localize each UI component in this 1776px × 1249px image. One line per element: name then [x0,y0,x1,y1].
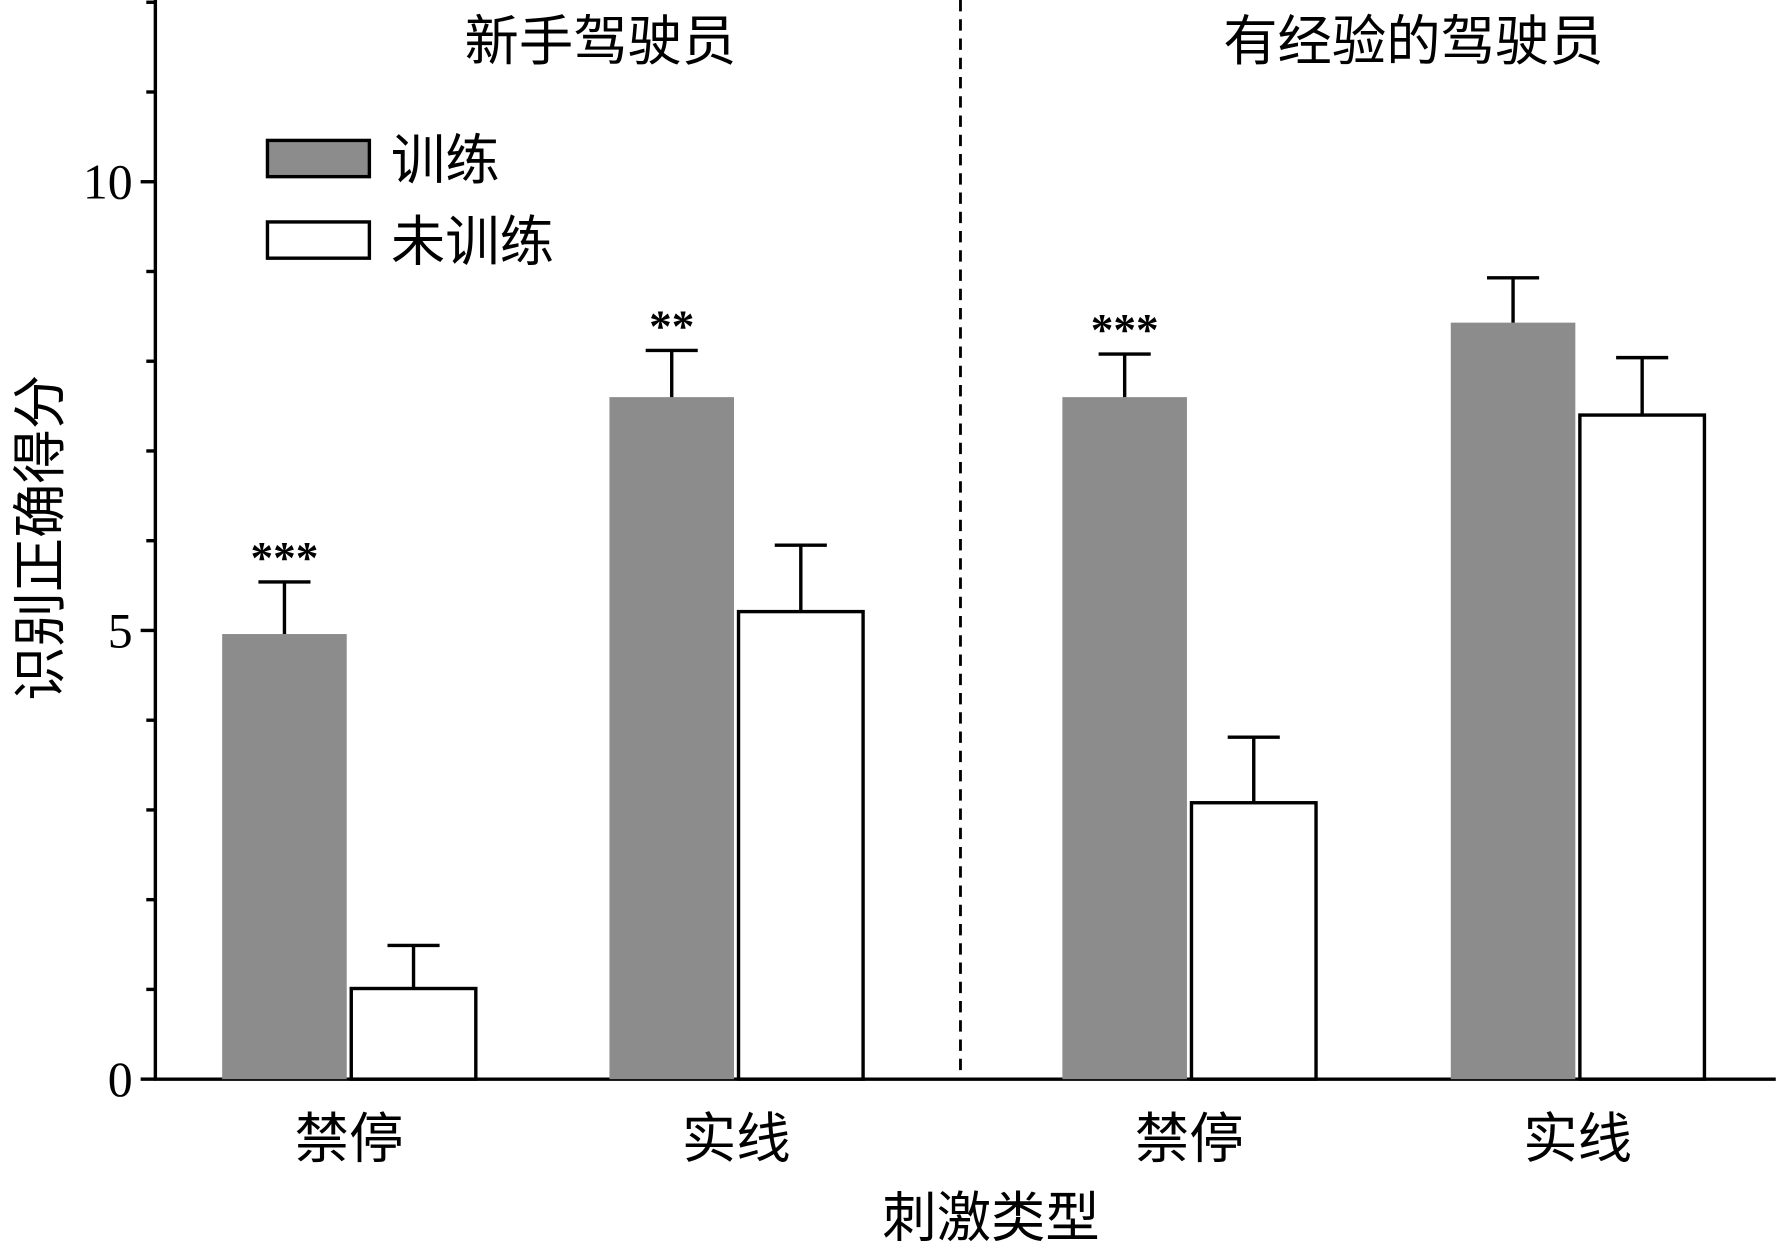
bar-untrained [1578,413,1707,1081]
bar-untrained [349,986,478,1081]
x-axis-label: 刺激类型 [882,1187,1099,1249]
x-tick-label: 实线 [1523,1107,1632,1170]
bar-trained [1450,322,1576,1080]
y-tick-label: 0 [108,1052,133,1107]
x-tick-label: 禁停 [1135,1107,1244,1170]
bar-trained [222,634,347,1080]
group-title-experienced: 有经验的驾驶员 [1223,10,1603,73]
y-axis-label: 识别正确得分 [9,375,72,701]
legend-label-untrained: 未训练 [391,210,554,273]
legend: 训练 未训练 [265,129,554,273]
bar-untrained [736,609,865,1081]
bar-trained [1062,397,1187,1080]
y-tick-label: 10 [83,155,133,210]
bar-trained [609,397,734,1080]
significance-marker: ** [649,301,694,351]
legend-label-trained: 训练 [391,129,500,192]
legend-swatch-untrained [265,220,372,260]
significance-marker: *** [1091,305,1159,355]
x-tick-label: 禁停 [295,1107,404,1170]
legend-swatch-trained [265,138,372,179]
significance-marker: *** [250,533,318,583]
bar-untrained [1189,801,1318,1081]
x-tick-label: 实线 [682,1107,791,1170]
y-tick-label: 5 [108,603,133,658]
group-title-novice: 新手驾驶员 [465,10,737,73]
